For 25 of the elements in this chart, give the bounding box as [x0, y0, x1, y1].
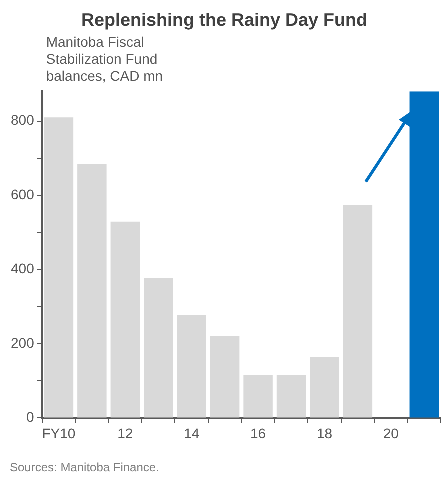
bar [144, 278, 174, 418]
bar [44, 118, 74, 418]
bar [244, 375, 273, 418]
y-tick-label: 600 [11, 186, 35, 202]
bar [210, 336, 240, 418]
chart-title: Replenishing the Rainy Day Fund [81, 10, 368, 30]
y-tick-label: 800 [11, 112, 35, 128]
bar [177, 315, 206, 418]
x-tick-label: 18 [316, 425, 333, 442]
x-tick-label: 20 [383, 425, 400, 442]
y-axis-title: Manitoba Fiscal Stabilization Fund balances, CAD mn [46, 34, 164, 84]
source-note: Sources: Manitoba Finance. [10, 460, 160, 474]
x-tick-label: 14 [184, 425, 200, 442]
bar [78, 164, 107, 418]
y-tick-label: 200 [11, 334, 35, 351]
y-tick-label: 0 [26, 409, 35, 426]
x-tick-label: 12 [118, 425, 134, 442]
bar [343, 205, 373, 418]
x-tick-label: 16 [250, 425, 266, 442]
bar [310, 356, 340, 418]
x-tick-label: FY10 [42, 425, 76, 442]
y-tick-label: 400 [11, 260, 35, 277]
bar [276, 375, 306, 418]
bar [410, 92, 440, 418]
bar [110, 222, 140, 418]
